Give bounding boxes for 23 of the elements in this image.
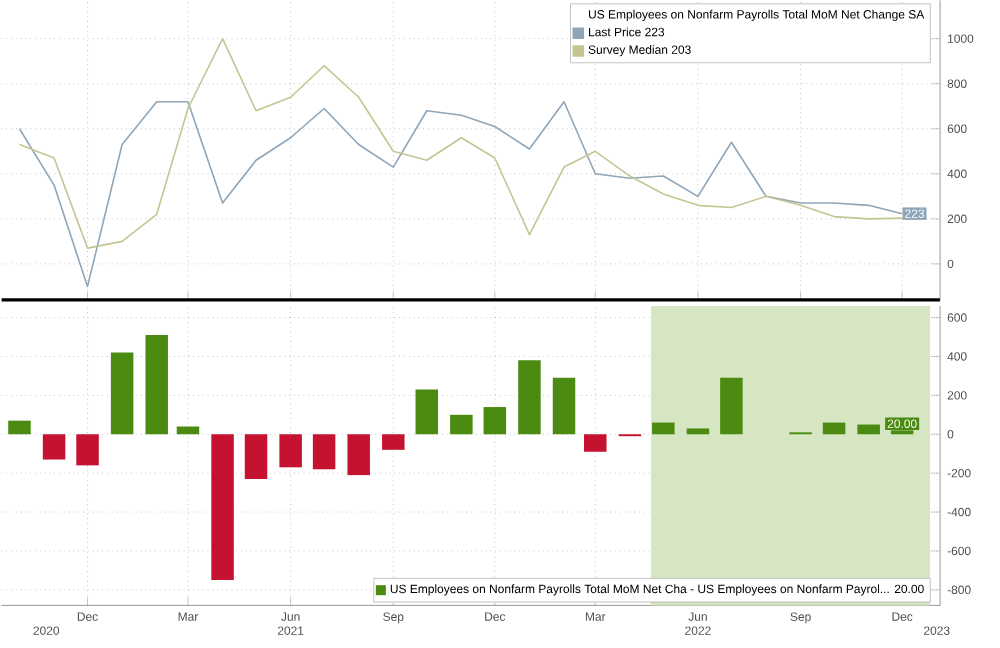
bar <box>720 378 743 435</box>
bar <box>382 434 405 451</box>
bar <box>145 335 168 435</box>
bar <box>279 434 302 468</box>
bar <box>211 434 234 581</box>
bar <box>110 352 134 435</box>
bar <box>176 426 200 435</box>
bar <box>686 428 710 435</box>
bar <box>8 420 31 435</box>
bar <box>76 434 99 466</box>
bar <box>415 389 439 435</box>
bar <box>857 424 880 435</box>
bar <box>42 434 66 460</box>
bar <box>347 434 370 476</box>
bar <box>312 434 336 470</box>
bar <box>584 434 607 453</box>
bar <box>483 407 507 435</box>
bar <box>450 415 473 435</box>
bar <box>822 422 846 435</box>
bar <box>552 378 576 435</box>
bar <box>652 422 675 435</box>
bar <box>244 434 268 480</box>
bar <box>518 360 541 435</box>
